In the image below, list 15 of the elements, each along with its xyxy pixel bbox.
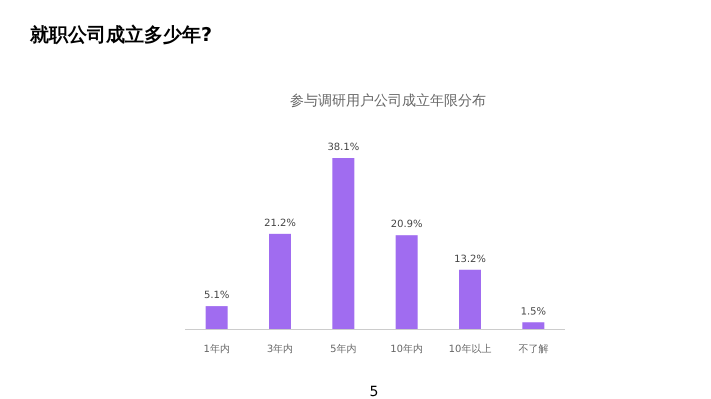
data-label: 1.5% — [520, 306, 546, 318]
x-tick-label: 3年内 — [266, 343, 294, 355]
data-label: 5.1% — [204, 290, 230, 302]
x-tick-label: 5年内 — [330, 343, 357, 355]
data-label: 38.1% — [327, 142, 360, 153]
x-tick-label: 不了解 — [518, 344, 548, 355]
x-tick-label: 1年内 — [203, 343, 230, 355]
data-label: 21.2% — [264, 218, 296, 229]
x-tick-label: 10年内 — [390, 343, 424, 355]
x-tick-label: 10年以上 — [448, 343, 492, 355]
chart-subtitle: 参与调研用户公司成立年限分布 — [290, 93, 486, 109]
data-label: 13.2% — [454, 254, 486, 265]
text: 5 — [370, 384, 378, 399]
data-label: 20.9% — [390, 219, 423, 230]
chart-title: 就职公司成立多少年? — [29, 24, 212, 46]
